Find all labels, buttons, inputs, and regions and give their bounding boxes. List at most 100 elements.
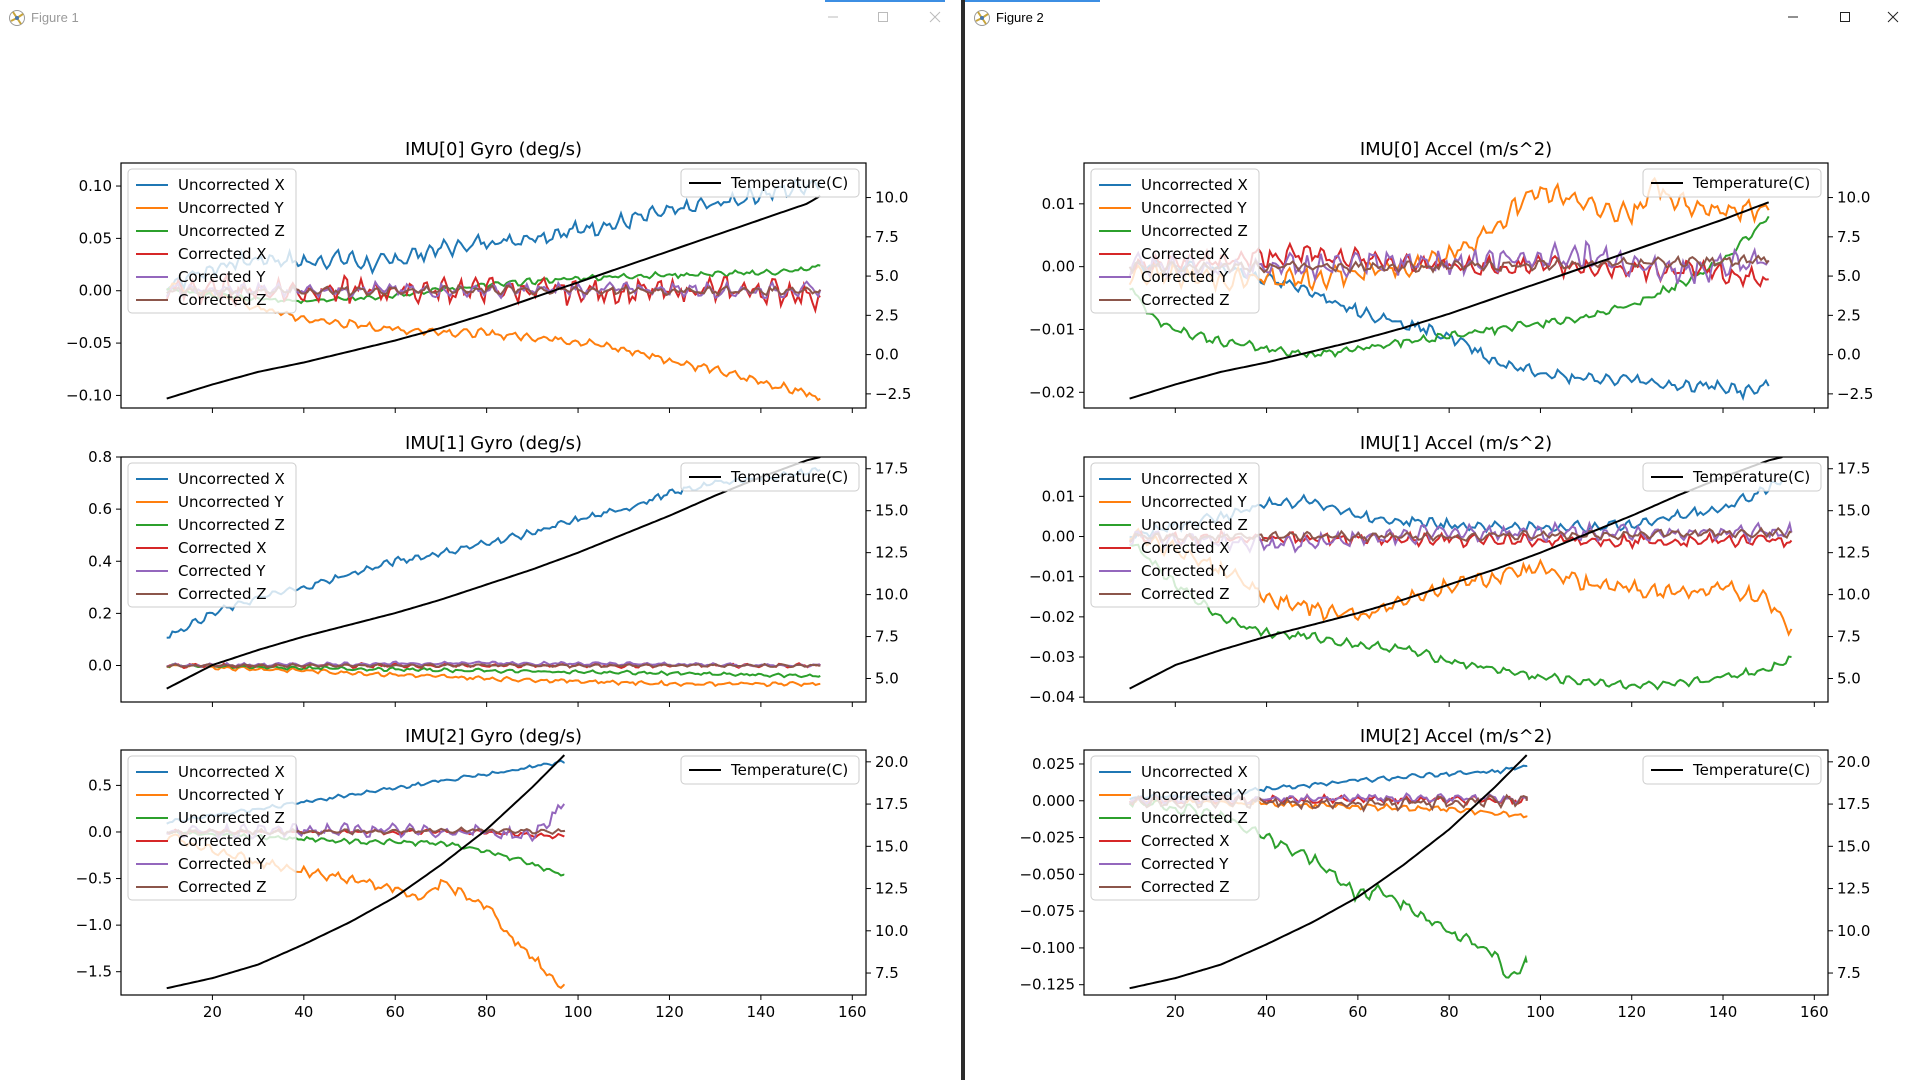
axes-frame [120, 456, 867, 703]
y-tick-label: 0.01 [1042, 487, 1075, 505]
legend-label-corrected-x: Corrected X [1141, 832, 1230, 850]
figure-1-window: Figure 1 IMU[0] Gyro (deg/s) −0.10 −0.05 0.… [0, 0, 961, 1080]
subplot-imu-2-gyro-deg-s: IMU[2] Gyro (deg/s) 20 40 60 80 100 120 140 160 −… [76, 726, 909, 1021]
y2-tick-label: 12.5 [1837, 880, 1870, 898]
y-tick-label: 0.8 [88, 448, 112, 466]
y-tick-label: −1.0 [76, 916, 112, 934]
legend-label-corrected-z: Corrected Z [1141, 878, 1230, 896]
titlebar-accent [965, 0, 1100, 2]
legend-label-corrected-y: Corrected Y [178, 562, 266, 580]
y2-tick-label: 7.5 [875, 228, 899, 246]
y2-tick-label: 7.5 [1837, 964, 1861, 982]
y-tick-label: −0.125 [1019, 976, 1075, 994]
y-tick-label: −0.02 [1029, 383, 1075, 401]
legend-label-corrected-y: Corrected Y [1141, 855, 1229, 873]
maximize-button[interactable] [860, 0, 906, 34]
y-tick-label: 0.2 [88, 604, 112, 622]
maximize-button[interactable] [1822, 0, 1868, 34]
minimize-button[interactable] [1770, 0, 1816, 34]
y2-tick-label: 10.0 [1837, 189, 1870, 207]
temperature-legend-box [1642, 462, 1822, 492]
temperature-legend-box [1642, 168, 1822, 198]
y2-tick-label: 17.5 [1837, 795, 1870, 813]
matplotlib-app-icon [974, 10, 990, 26]
y2-tick-label: 10.0 [1837, 922, 1870, 940]
y-tick-label: 0.025 [1032, 755, 1075, 773]
subplot-title: IMU[1] Accel (m/s^2) [1360, 433, 1552, 454]
x-tick-label-20: 20 [1166, 1003, 1185, 1021]
x-tick-label-120: 120 [1617, 1003, 1646, 1021]
legend-label-corrected-x: Corrected X [1141, 245, 1230, 263]
y2-tick-label: −2.5 [875, 385, 911, 403]
legend-label-temperature: Temperature(C) [730, 761, 848, 779]
y-tick-label: 0.5 [88, 776, 112, 794]
legend-box [1090, 755, 1260, 901]
window-titlebar[interactable]: Figure 1 [0, 0, 961, 36]
y2-tick-label: 15.0 [1837, 837, 1870, 855]
subplot-imu-0-accel-m-s-2: IMU[0] Accel (m/s^2) −0.02 −0.01 0.00 0.01 −2… [1029, 139, 1873, 413]
y2-tick-label: 5.0 [875, 267, 899, 285]
legend-label-uncorrected-z: Uncorrected Z [178, 809, 285, 827]
y2-tick-label: 10.0 [875, 922, 908, 940]
legend-label-uncorrected-z: Uncorrected Z [1141, 809, 1248, 827]
window-title: Figure 1 [31, 10, 79, 25]
figure-2-canvas[interactable]: IMU[0] Accel (m/s^2) −0.02 −0.01 0.00 0.01 −2… [965, 36, 1920, 1080]
y2-tick-label: 10.0 [875, 189, 908, 207]
subplot-title: IMU[2] Accel (m/s^2) [1360, 726, 1552, 747]
figure-1-canvas[interactable]: IMU[0] Gyro (deg/s) −0.10 −0.05 0.00 0.05 0.1… [0, 36, 961, 1080]
y2-tick-label: 0.0 [1837, 346, 1861, 364]
minimize-button[interactable] [810, 0, 856, 34]
y2-tick-label: −2.5 [1837, 385, 1873, 403]
legend-label-uncorrected-z: Uncorrected Z [178, 516, 285, 534]
y2-tick-label: 15.0 [875, 837, 908, 855]
window-titlebar[interactable]: Figure 2 [965, 0, 1920, 36]
series-legend: Uncorrected X Uncorrected Y Uncorrected Z C… [1090, 168, 1822, 314]
y-tick-label: 0.000 [1032, 792, 1075, 810]
y-tick-label: 0.00 [1042, 528, 1075, 546]
legend-label-uncorrected-z: Uncorrected Z [1141, 516, 1248, 534]
x-tick-label-80: 80 [1440, 1003, 1459, 1021]
legend-box [127, 168, 297, 314]
legend-label-uncorrected-x: Uncorrected X [1141, 176, 1248, 194]
legend-label-uncorrected-y: Uncorrected Y [1141, 786, 1248, 804]
y-tick-label: −0.01 [1029, 568, 1075, 586]
y2-tick-label: 12.5 [875, 544, 908, 562]
y-tick-label: 0.0 [88, 657, 112, 675]
y2-tick-label: 7.5 [1837, 628, 1861, 646]
y2-tick-label: 5.0 [875, 670, 899, 688]
y2-tick-label: 0.0 [875, 346, 899, 364]
axes-frame [1083, 162, 1829, 409]
x-tick-label-40: 40 [1257, 1003, 1276, 1021]
series-line-uncorrected-y [166, 663, 821, 688]
y-tick-label: −0.03 [1029, 648, 1075, 666]
legend-label-corrected-y: Corrected Y [178, 855, 266, 873]
series-line-uncorrected-z [1129, 215, 1770, 359]
y2-tick-label: 10.0 [1837, 586, 1870, 604]
temperature-line [166, 195, 821, 400]
y2-tick-label: 5.0 [1837, 670, 1861, 688]
temperature-legend-box [680, 755, 860, 785]
legend-label-corrected-z: Corrected Z [178, 291, 267, 309]
legend-label-uncorrected-z: Uncorrected Z [1141, 222, 1248, 240]
legend-label-corrected-z: Corrected Z [178, 585, 267, 603]
y2-tick-label: 20.0 [1837, 753, 1870, 771]
maximize-icon [1840, 12, 1850, 22]
temperature-line [1129, 201, 1770, 400]
legend-label-uncorrected-x: Uncorrected X [1141, 763, 1248, 781]
y-tick-label: 0.0 [88, 823, 112, 841]
legend-box [127, 462, 297, 608]
axes-frame [1083, 456, 1829, 703]
legend-label-uncorrected-y: Uncorrected Y [178, 786, 285, 804]
y2-tick-label: 10.0 [875, 586, 908, 604]
y-tick-label: −0.10 [66, 386, 112, 404]
y-tick-label: −0.02 [1029, 608, 1075, 626]
y2-tick-label: 5.0 [1837, 267, 1861, 285]
x-tick-label-60: 60 [1348, 1003, 1367, 1021]
legend-label-temperature: Temperature(C) [1692, 761, 1810, 779]
close-button[interactable] [912, 0, 958, 34]
close-button[interactable] [1870, 0, 1916, 34]
legend-label-uncorrected-y: Uncorrected Y [178, 493, 285, 511]
y-tick-label: 0.00 [79, 282, 112, 300]
y2-tick-label: 17.5 [1837, 460, 1870, 478]
subplot-imu-1-accel-m-s-2: IMU[1] Accel (m/s^2) −0.04 −0.03 −0.02 −0.01… [1029, 433, 1870, 707]
